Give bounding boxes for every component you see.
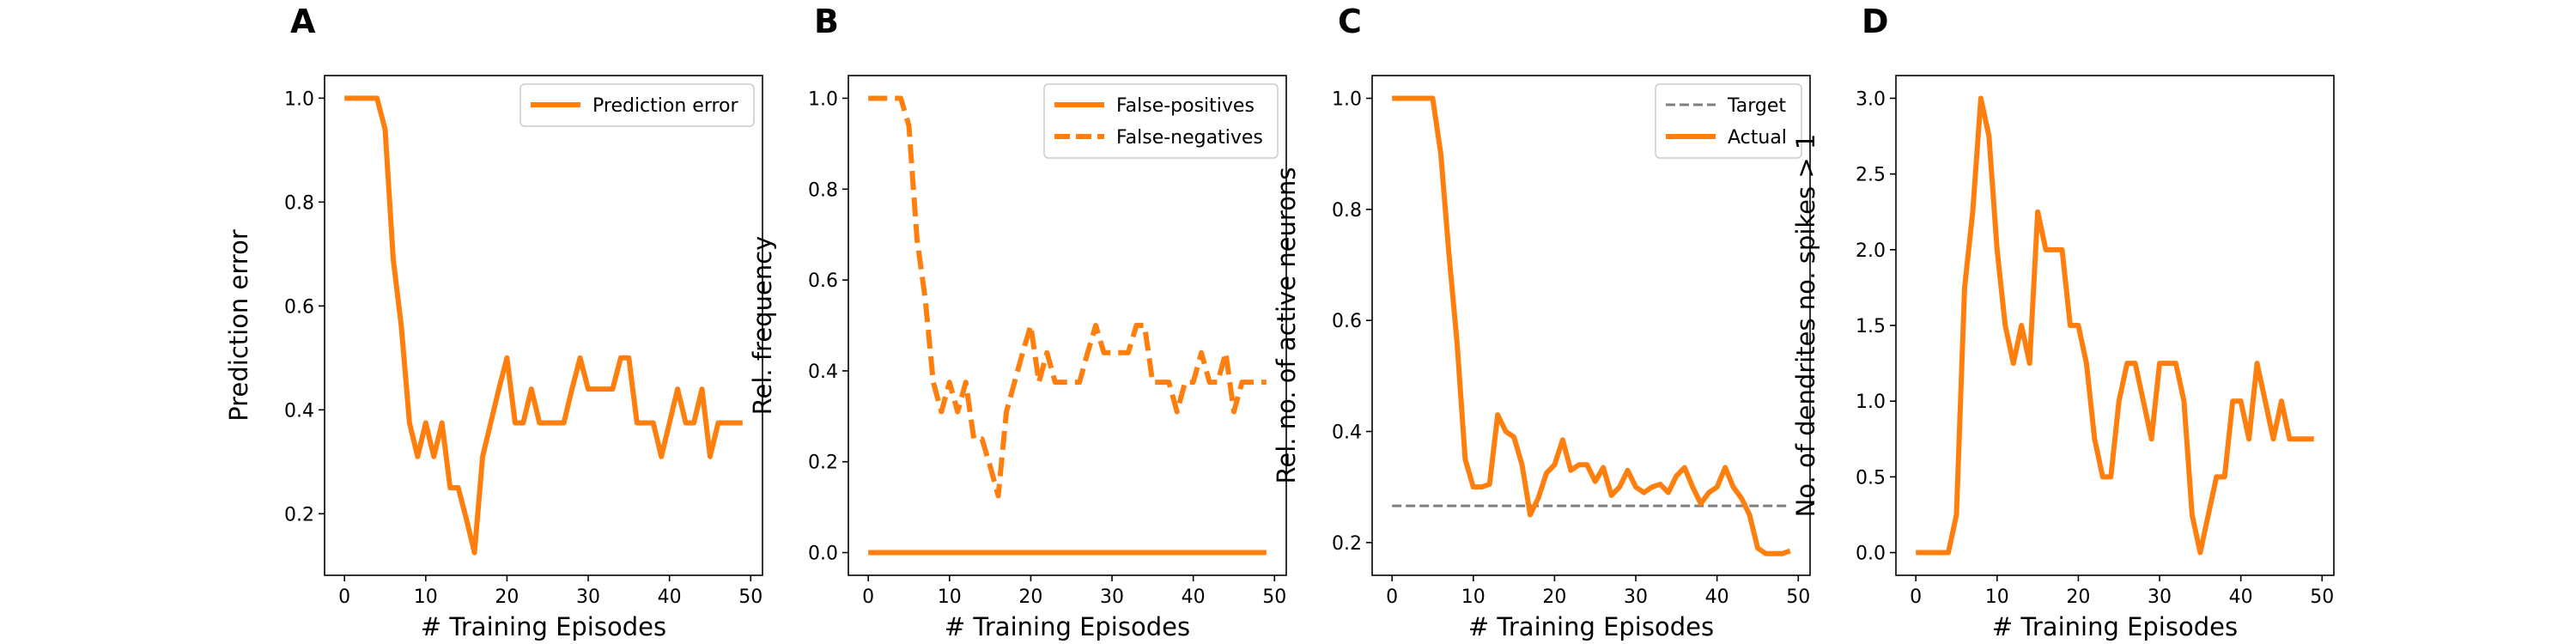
y-tick-label: 0.4 (1332, 422, 1362, 444)
legend: Prediction error (519, 83, 755, 127)
y-tick-label: 0.6 (284, 296, 314, 318)
panel-letter: C (1338, 3, 1362, 40)
y-tick-label: 1.5 (1856, 316, 1886, 337)
x-axis-label: # Training Episodes (1468, 612, 1714, 641)
x-tick-label: 0 (1910, 586, 1922, 608)
y-tick-label: 3.0 (1856, 88, 1886, 110)
x-tick-label: 40 (1705, 586, 1729, 608)
y-tick-label: 1.0 (1856, 392, 1886, 413)
x-tick-label: 20 (2066, 586, 2090, 608)
x-tick-label: 10 (938, 586, 962, 608)
x-axis-label: # Training Episodes (1992, 612, 2238, 641)
x-tick-label: 0 (862, 586, 874, 608)
panel-letter: A (290, 3, 316, 40)
y-axis-label: Prediction error (224, 229, 253, 422)
y-tick-label: 0.6 (808, 270, 838, 292)
panel-letter: B (814, 3, 839, 40)
y-tick-label: 0.0 (808, 544, 838, 565)
y-axis-label: No. of dendrites no. spikes > 1 (1791, 134, 1820, 518)
y-tick-label: 0.4 (284, 400, 314, 422)
x-tick-label: 30 (1100, 586, 1124, 608)
chart-panel-c: C 0 10 20 30 40 50 0.2 0.4 0.6 0.8 1.0 # Training Ep… (1272, 3, 1811, 641)
legend-entry: Prediction error (592, 95, 738, 117)
x-tick-label: 10 (414, 586, 438, 608)
x-tick-label: 30 (2148, 586, 2172, 608)
y-tick-label: 0.2 (1332, 533, 1362, 555)
legend-entry: Actual (1728, 127, 1787, 149)
x-tick-label: 50 (1786, 586, 1810, 608)
axes-frame (324, 75, 763, 576)
x-tick-label: 10 (1985, 586, 2009, 608)
y-tick-label: 0.6 (1332, 311, 1362, 332)
chart-panel-d: D 0 10 20 30 40 50 0.0 0.5 1.0 1.5 2.0 2.5 3.0 # Train… (1791, 3, 2335, 641)
y-tick-label: 0.8 (1332, 200, 1362, 222)
x-axis-label: # Training Episodes (421, 612, 666, 641)
x-tick-label: 0 (338, 586, 350, 608)
x-tick-label: 20 (1542, 586, 1566, 608)
y-tick-label: 0.5 (1856, 467, 1886, 489)
axes-frame (1371, 75, 1811, 576)
y-tick-label: 1.0 (1332, 89, 1362, 111)
x-tick-label: 0 (1386, 586, 1398, 608)
y-tick-label: 1.0 (284, 88, 314, 110)
x-tick-label: 30 (1624, 586, 1648, 608)
y-tick-label: 0.0 (1856, 544, 1886, 565)
legend: Target Actual (1655, 83, 1802, 159)
x-tick-label: 40 (1182, 586, 1206, 608)
x-tick-label: 50 (2310, 586, 2334, 608)
y-tick-label: 0.2 (808, 453, 838, 474)
series-line-false-negatives (868, 95, 1267, 499)
x-tick-label: 50 (1262, 586, 1286, 608)
series-line-actual (1392, 95, 1791, 556)
y-tick-label: 0.4 (808, 361, 838, 383)
x-tick-label: 30 (576, 586, 600, 608)
legend: False-positives False-negatives (1043, 83, 1279, 159)
y-tick-label: 0.2 (284, 504, 314, 526)
legend-entry: False-negatives (1116, 127, 1263, 149)
chart-panel-b: B 0 10 20 30 40 50 0.0 0.2 0.4 0.6 0.8 1.0 # Training… (748, 3, 1287, 641)
legend-entry: Target (1727, 95, 1786, 117)
y-tick-label: 0.8 (284, 192, 314, 214)
x-tick-label: 40 (658, 586, 682, 608)
legend-box (1655, 83, 1802, 159)
y-tick-label: 0.8 (808, 179, 838, 201)
y-tick-label: 2.0 (1856, 240, 1886, 262)
x-tick-label: 50 (738, 586, 762, 608)
panel-letter: D (1862, 3, 1889, 40)
series-line-data (1916, 95, 2314, 556)
x-tick-label: 20 (1018, 586, 1042, 608)
y-axis-label: Rel. no. of active neurons (1272, 167, 1301, 484)
x-tick-label: 20 (495, 586, 519, 608)
legend-entry: False-positives (1116, 95, 1255, 117)
x-tick-label: 40 (2229, 586, 2253, 608)
legend-box (519, 83, 755, 127)
axes-frame (848, 75, 1287, 576)
x-tick-label: 10 (1461, 586, 1485, 608)
chart-panel-a: A 0 10 20 30 40 50 0.2 0.4 0.6 0.8 1.0 # Training Ep… (224, 3, 763, 641)
y-tick-label: 1.0 (808, 88, 838, 110)
series-line-prediction-error (344, 95, 743, 556)
y-tick-label: 2.5 (1856, 165, 1886, 186)
x-axis-label: # Training Episodes (945, 612, 1190, 641)
y-axis-label: Rel. frequency (748, 236, 777, 416)
